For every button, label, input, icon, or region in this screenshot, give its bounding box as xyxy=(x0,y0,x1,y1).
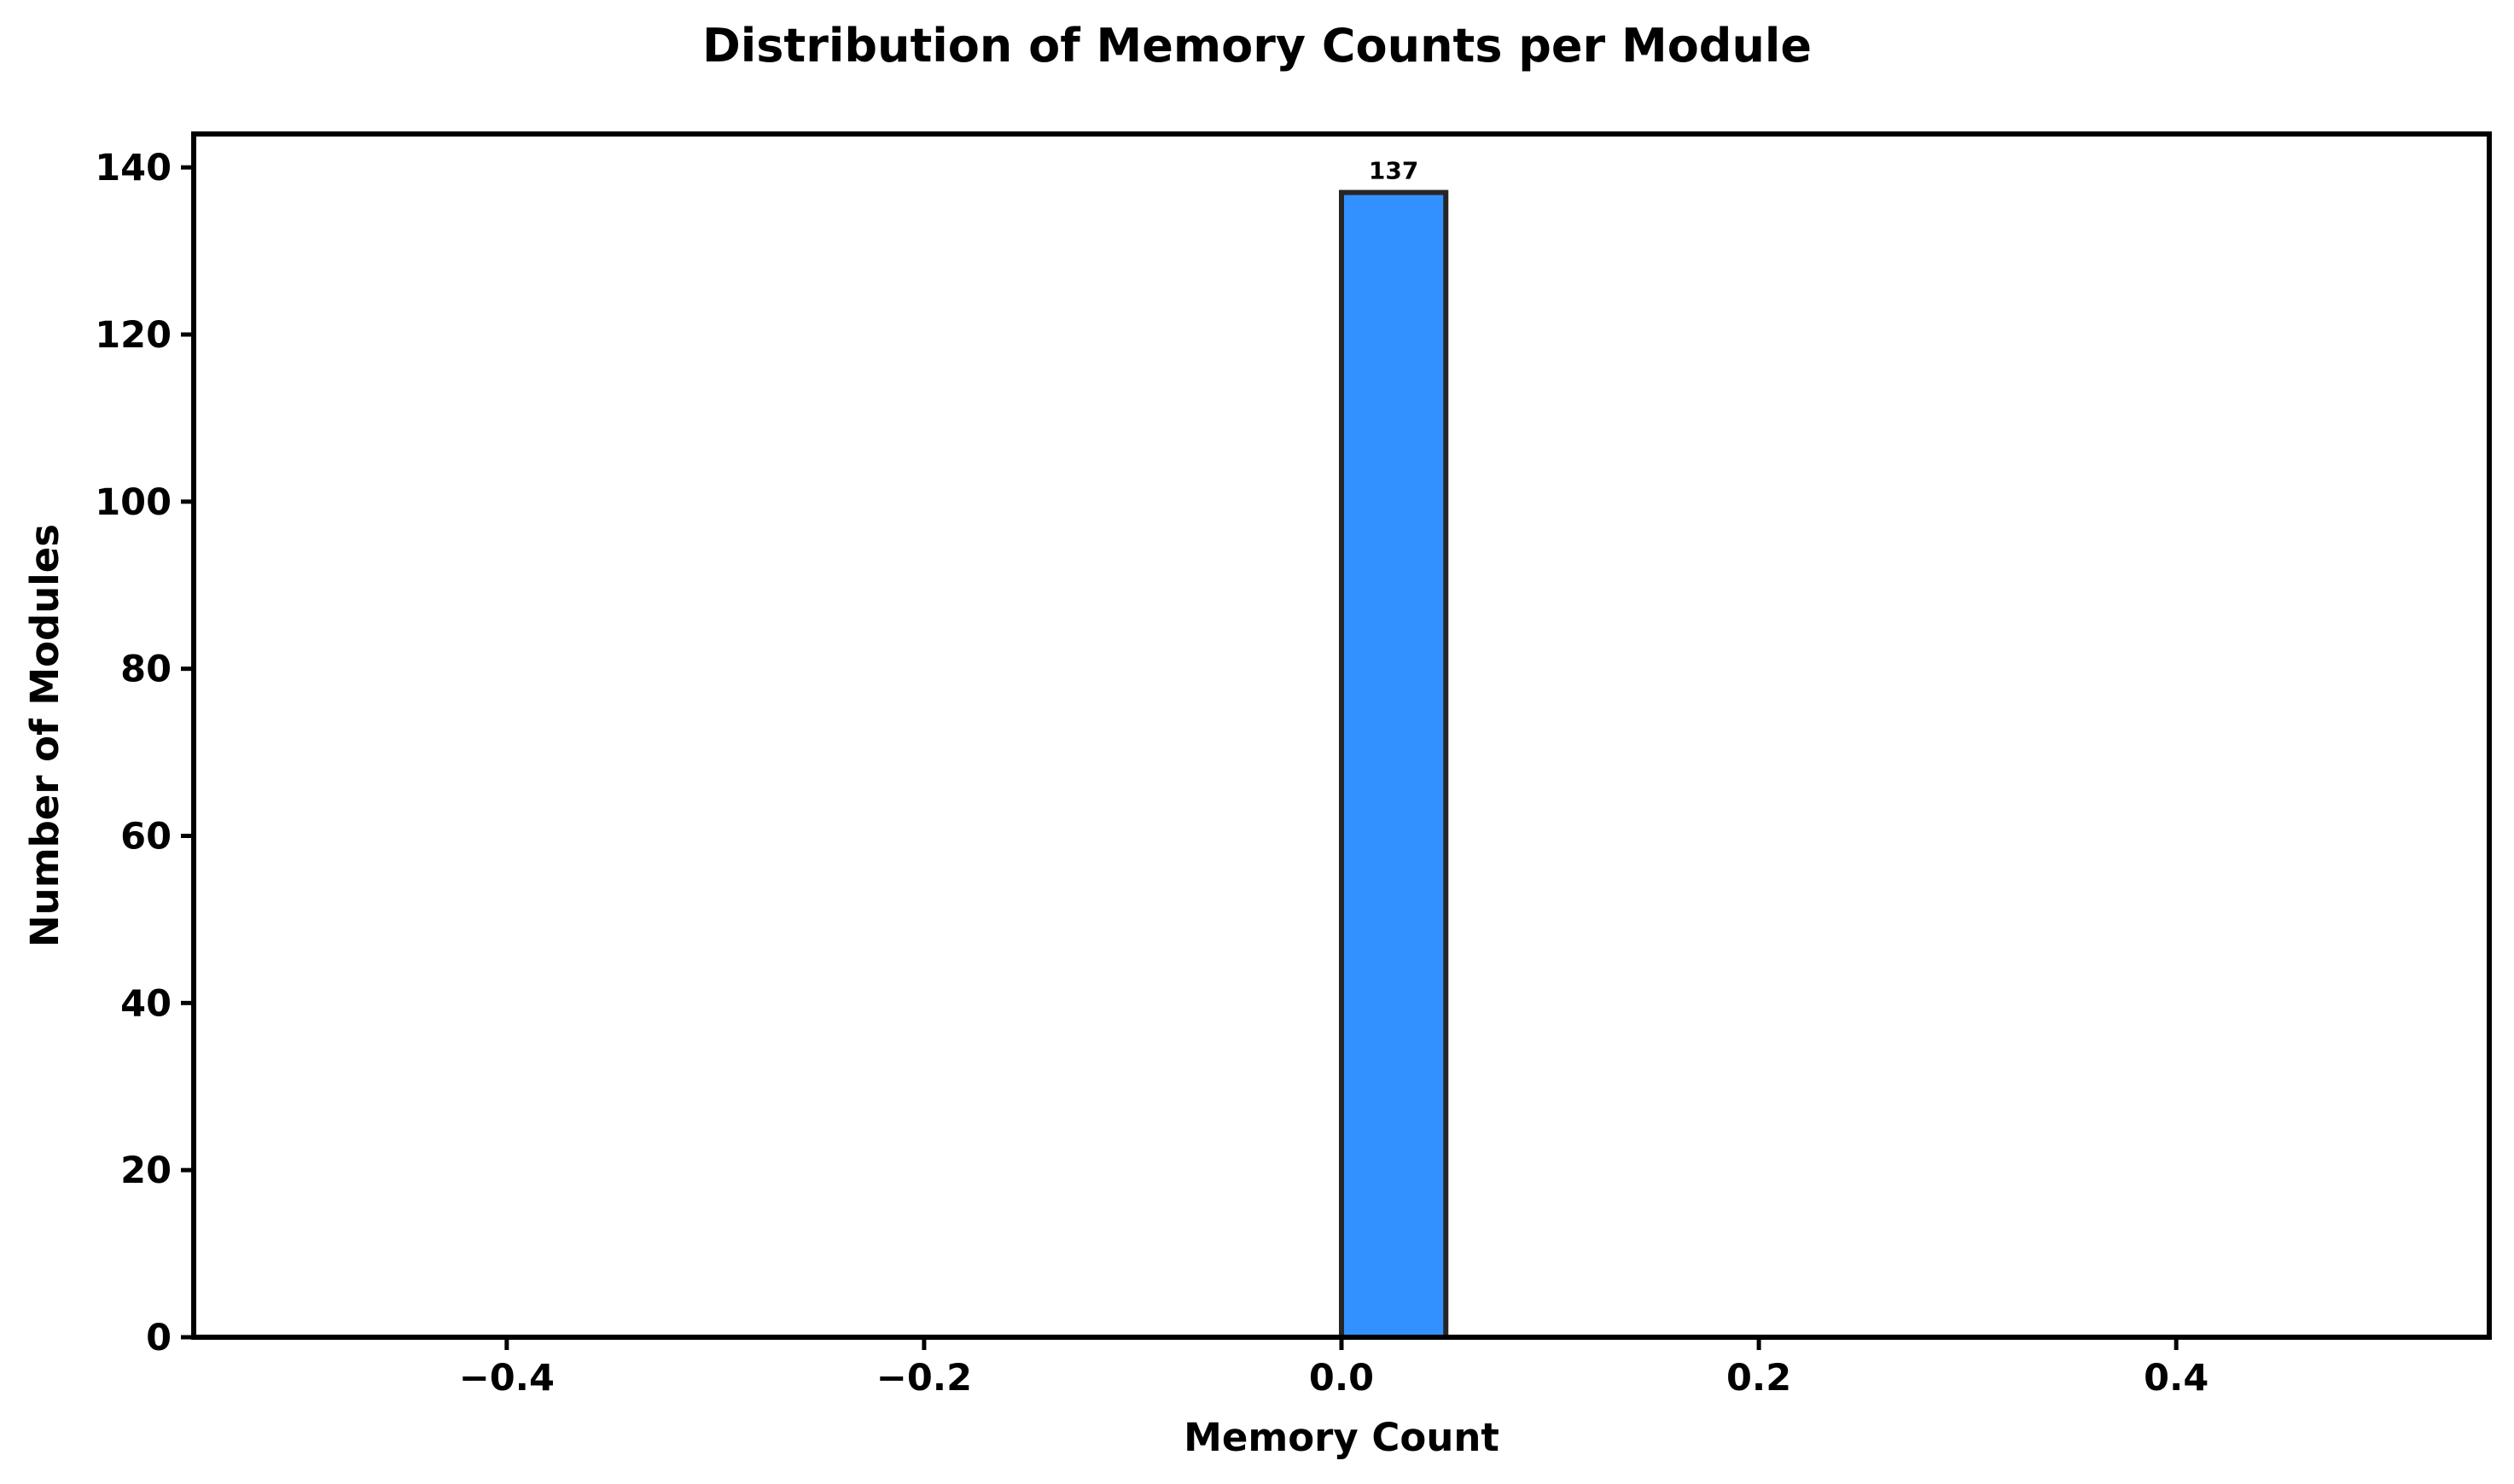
histogram-bar xyxy=(1339,189,1449,1341)
y-tick-label: 80 xyxy=(120,649,172,691)
x-tick-label: 0.0 xyxy=(1309,1357,1374,1400)
bar-value-label: 137 xyxy=(1369,157,1418,185)
chart-title: Distribution of Memory Counts per Module xyxy=(702,19,1812,73)
y-axis-label: Number of Modules xyxy=(22,524,67,947)
ticks-layer: −0.4 −0.2 0.0 0.2 0.4 0 20 40 60 80 100 120 140 xyxy=(95,147,2208,1400)
y-tick-label: 60 xyxy=(120,816,172,858)
x-tick-label: −0.2 xyxy=(876,1357,972,1400)
x-axis-label: Memory Count xyxy=(1184,1415,1499,1460)
x-tick-label: 0.4 xyxy=(2144,1357,2208,1400)
bars-layer: 137 xyxy=(1339,157,1449,1341)
y-tick-label: 140 xyxy=(95,147,172,189)
x-tick-label: −0.4 xyxy=(459,1357,555,1400)
y-tick-label: 120 xyxy=(95,314,172,357)
y-tick-label: 100 xyxy=(95,481,172,524)
plot-area-frame xyxy=(191,131,2492,1340)
y-tick-label: 20 xyxy=(120,1149,172,1192)
y-tick-label: 40 xyxy=(120,982,172,1025)
y-tick-label: 0 xyxy=(146,1317,172,1359)
x-tick-label: 0.2 xyxy=(1726,1357,1791,1400)
